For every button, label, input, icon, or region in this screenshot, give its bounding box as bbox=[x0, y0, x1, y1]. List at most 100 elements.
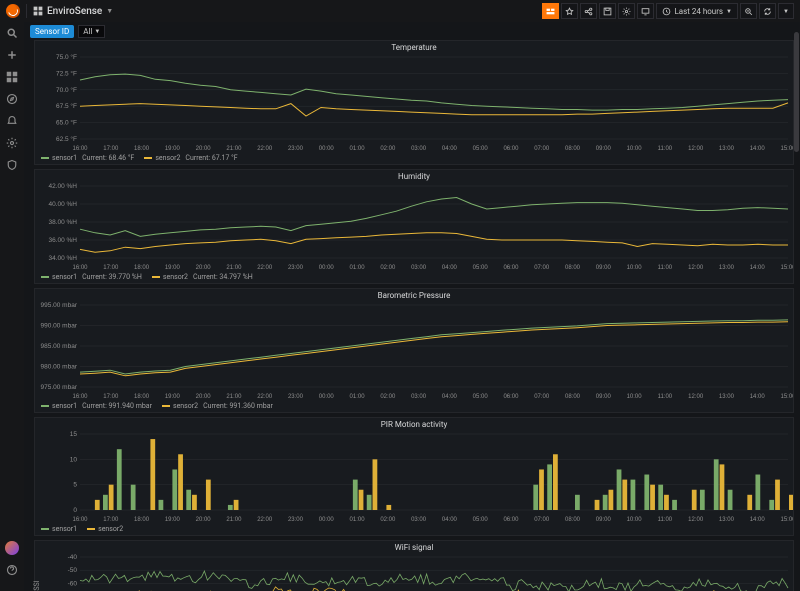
sidebar-alerting-icon[interactable] bbox=[5, 114, 19, 128]
nav-separator bbox=[26, 4, 27, 18]
panel-title: Barometric Pressure bbox=[35, 289, 793, 301]
grafana-logo-icon[interactable] bbox=[6, 4, 20, 18]
legend-current: Current: 991.940 mbar bbox=[82, 402, 152, 410]
svg-text:16:00: 16:00 bbox=[72, 146, 88, 152]
time-range-button[interactable]: Last 24 hours ▼ bbox=[656, 3, 738, 19]
svg-text:75.0 °F: 75.0 °F bbox=[56, 53, 77, 61]
refresh-button[interactable] bbox=[759, 3, 776, 19]
svg-text:21:00: 21:00 bbox=[226, 265, 242, 271]
time-range-label: Last 24 hours bbox=[674, 7, 723, 16]
svg-text:05:00: 05:00 bbox=[473, 517, 489, 523]
svg-text:01:00: 01:00 bbox=[350, 394, 366, 400]
svg-text:19:00: 19:00 bbox=[165, 517, 181, 523]
legend-item[interactable]: sensor2 bbox=[87, 525, 123, 533]
svg-text:04:00: 04:00 bbox=[442, 265, 458, 271]
settings-button[interactable] bbox=[618, 3, 635, 19]
sidebar-search-icon[interactable] bbox=[5, 26, 19, 40]
svg-text:17:00: 17:00 bbox=[103, 394, 119, 400]
svg-text:18:00: 18:00 bbox=[134, 517, 150, 523]
legend-item[interactable]: sensor2 Current: 67.17 °F bbox=[144, 154, 237, 162]
legend: sensor1 Current: 991.940 mbar sensor2 Cur… bbox=[35, 401, 793, 412]
svg-text:0: 0 bbox=[73, 507, 77, 514]
svg-text:00:00: 00:00 bbox=[319, 394, 335, 400]
svg-text:21:00: 21:00 bbox=[226, 394, 242, 400]
svg-text:13:00: 13:00 bbox=[719, 394, 735, 400]
svg-text:07:00: 07:00 bbox=[534, 146, 550, 152]
zoom-out-button[interactable] bbox=[740, 3, 757, 19]
chevron-down-icon: ▼ bbox=[106, 7, 113, 15]
monitor-button[interactable] bbox=[637, 3, 654, 19]
breadcrumb[interactable]: EnviroSense ▼ bbox=[33, 6, 538, 17]
svg-text:04:00: 04:00 bbox=[442, 146, 458, 152]
panel-title: WiFi signal bbox=[35, 541, 793, 553]
star-button[interactable] bbox=[561, 3, 578, 19]
svg-text:72.5 °F: 72.5 °F bbox=[56, 69, 77, 77]
panel-title: PIR Motion activity bbox=[35, 418, 793, 430]
svg-text:995.00 mbar: 995.00 mbar bbox=[41, 302, 78, 309]
variable-select[interactable]: All ▼ bbox=[78, 25, 105, 38]
svg-text:10: 10 bbox=[70, 456, 78, 463]
svg-text:5: 5 bbox=[73, 482, 77, 489]
svg-text:02:00: 02:00 bbox=[380, 265, 396, 271]
svg-text:08:00: 08:00 bbox=[565, 394, 581, 400]
panel-press: Barometric Pressure975.00 mbar980.00 mba… bbox=[34, 288, 794, 413]
page-title: EnviroSense bbox=[47, 6, 102, 17]
legend-current: Current: 68.46 °F bbox=[82, 154, 134, 162]
svg-text:06:00: 06:00 bbox=[503, 394, 519, 400]
svg-text:19:00: 19:00 bbox=[165, 394, 181, 400]
legend-item[interactable]: sensor1 bbox=[41, 525, 77, 533]
template-var-bar: Sensor ID All ▼ bbox=[24, 22, 800, 40]
refresh-interval-button[interactable]: ▼ bbox=[778, 3, 794, 19]
svg-text:21:00: 21:00 bbox=[226, 146, 242, 152]
user-avatar[interactable] bbox=[5, 541, 19, 555]
svg-text:06:00: 06:00 bbox=[503, 146, 519, 152]
legend: sensor1 sensor2 bbox=[35, 524, 793, 535]
svg-text:11:00: 11:00 bbox=[658, 517, 673, 523]
legend-item[interactable]: sensor1 Current: 68.46 °F bbox=[41, 154, 134, 162]
svg-text:-40: -40 bbox=[68, 554, 78, 561]
svg-text:12:00: 12:00 bbox=[688, 517, 704, 523]
legend-item[interactable]: sensor2 Current: 991.360 mbar bbox=[162, 402, 273, 410]
legend-current: Current: 34.797 %H bbox=[193, 273, 253, 281]
legend-current: Current: 67.17 °F bbox=[185, 154, 237, 162]
svg-text:36.00 %H: 36.00 %H bbox=[48, 237, 77, 244]
legend-item[interactable]: sensor1 Current: 991.940 mbar bbox=[41, 402, 152, 410]
svg-text:01:00: 01:00 bbox=[350, 517, 366, 523]
scrollbar[interactable] bbox=[793, 22, 800, 591]
sidebar-config-icon[interactable] bbox=[5, 136, 19, 150]
sidebar-explore-icon[interactable] bbox=[5, 92, 19, 106]
svg-text:02:00: 02:00 bbox=[380, 146, 396, 152]
legend-swatch bbox=[41, 405, 49, 407]
panel-title: Temperature bbox=[35, 41, 793, 53]
add-panel-button[interactable] bbox=[542, 3, 559, 19]
svg-text:21:00: 21:00 bbox=[226, 517, 242, 523]
save-button[interactable] bbox=[599, 3, 616, 19]
svg-text:975.00 mbar: 975.00 mbar bbox=[41, 384, 78, 391]
svg-text:19:00: 19:00 bbox=[165, 146, 181, 152]
svg-text:65.0 °F: 65.0 °F bbox=[56, 119, 77, 127]
svg-text:11:00: 11:00 bbox=[658, 146, 673, 152]
share-button[interactable] bbox=[580, 3, 597, 19]
svg-text:23:00: 23:00 bbox=[288, 265, 304, 271]
svg-text:08:00: 08:00 bbox=[565, 146, 581, 152]
legend-item[interactable]: sensor2 Current: 34.797 %H bbox=[152, 273, 253, 281]
variable-name: Sensor ID bbox=[30, 25, 74, 38]
svg-text:22:00: 22:00 bbox=[257, 146, 273, 152]
sidebar-dashboards-icon[interactable] bbox=[5, 70, 19, 84]
sidebar-help-icon[interactable] bbox=[5, 563, 19, 577]
legend-series-name: sensor2 bbox=[173, 402, 198, 410]
svg-text:22:00: 22:00 bbox=[257, 394, 273, 400]
svg-text:14:00: 14:00 bbox=[750, 265, 766, 271]
svg-text:02:00: 02:00 bbox=[380, 517, 396, 523]
legend-swatch bbox=[41, 276, 49, 278]
svg-text:23:00: 23:00 bbox=[288, 517, 304, 523]
svg-text:22:00: 22:00 bbox=[257, 517, 273, 523]
chart: 05101516:0017:0018:0019:0020:0021:0022:0… bbox=[35, 430, 793, 524]
svg-text:01:00: 01:00 bbox=[350, 265, 366, 271]
sidebar-plus-icon[interactable] bbox=[5, 48, 19, 62]
top-navbar: EnviroSense ▼ Last 24 hours ▼ ▼ bbox=[0, 0, 800, 22]
legend-item[interactable]: sensor1 Current: 39.770 %H bbox=[41, 273, 142, 281]
sidebar-admin-icon[interactable] bbox=[5, 158, 19, 172]
svg-text:18:00: 18:00 bbox=[134, 265, 150, 271]
svg-text:15:00: 15:00 bbox=[780, 265, 793, 271]
